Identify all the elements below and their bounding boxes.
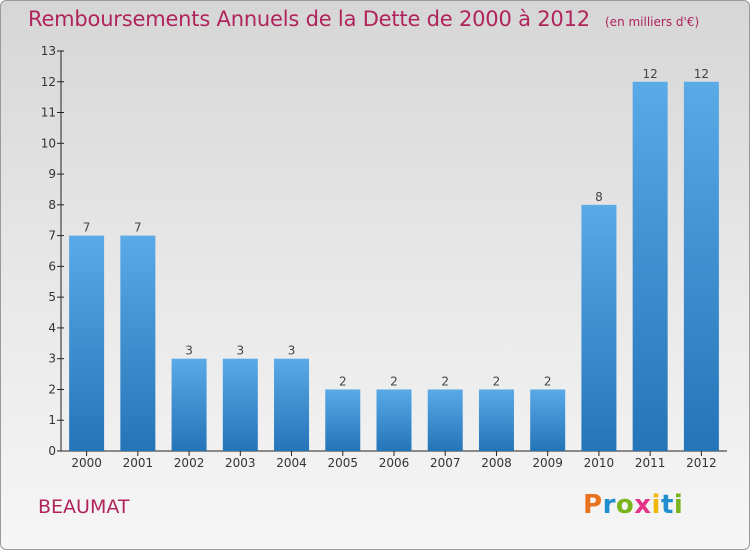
bar-2009: [530, 389, 566, 451]
bar-2000: [69, 235, 105, 451]
x-tick-label: 2011: [635, 456, 666, 470]
x-tick-label: 2004: [276, 456, 307, 470]
y-tick-label: 10: [41, 136, 56, 150]
chart-title: Remboursements Annuels de la Dette de 20…: [28, 7, 590, 31]
x-tick-label: 2000: [71, 456, 102, 470]
y-tick-label: 9: [48, 167, 56, 181]
bar-2008: [478, 389, 514, 451]
y-tick-label: 12: [41, 75, 56, 89]
x-tick-label: 2002: [174, 456, 205, 470]
x-tick-label: 2005: [327, 456, 358, 470]
data-label: 2: [441, 374, 449, 388]
y-tick-label: 0: [48, 444, 56, 458]
bars: [69, 81, 719, 452]
proxiti-logo: Proxiti: [583, 490, 683, 520]
y-tick-label: 4: [48, 321, 56, 335]
bar-2006: [376, 389, 412, 451]
logo-letter: P: [583, 490, 603, 520]
bar-2002: [171, 358, 207, 451]
bar-2001: [120, 235, 156, 451]
x-tick-label: 2012: [686, 456, 717, 470]
data-label: 8: [595, 190, 603, 204]
bar-2012: [683, 81, 719, 452]
logo-letter: r: [602, 490, 616, 520]
data-label: 2: [544, 374, 552, 388]
logo-letter: i: [651, 490, 661, 520]
bar-2010: [581, 204, 617, 451]
data-label: 2: [390, 374, 398, 388]
data-label: 2: [493, 374, 501, 388]
data-label: 7: [83, 221, 91, 235]
y-tick-label: 3: [48, 352, 56, 366]
data-label: 3: [288, 344, 296, 358]
data-label: 12: [643, 67, 658, 81]
data-labels: 7 7 3 3 3 2 2 2 2 2 8 12 12: [83, 67, 709, 389]
x-tick-label: 2009: [532, 456, 563, 470]
x-tick-label: 2008: [481, 456, 512, 470]
x-tick-label: 2007: [430, 456, 461, 470]
bar-2007: [427, 389, 463, 451]
chart-subtitle: (en milliers d'€): [605, 15, 700, 29]
y-tick-label: 13: [41, 44, 56, 58]
commune-label: BEAUMAT: [38, 496, 130, 518]
x-tick-label: 2010: [584, 456, 615, 470]
y-tick-label: 6: [48, 259, 56, 273]
bar-2004: [274, 358, 310, 451]
y-tick-label: 8: [48, 198, 56, 212]
bar-2011: [632, 81, 668, 452]
data-label: 12: [694, 67, 709, 81]
y-tick-label: 5: [48, 290, 56, 304]
data-label: 7: [134, 221, 142, 235]
bar-2003: [222, 358, 258, 451]
logo-letter: t: [660, 490, 674, 520]
y-tick-label: 7: [48, 229, 56, 243]
logo-letter: i: [673, 490, 684, 520]
logo-letter: o: [615, 490, 635, 520]
data-label: 3: [236, 344, 244, 358]
data-label: 3: [185, 344, 193, 358]
title-row: Remboursements Annuels de la Dette de 20…: [28, 7, 699, 31]
x-tick-label: 2006: [379, 456, 410, 470]
y-tick-label: 2: [48, 382, 56, 396]
x-tick-label: 2003: [225, 456, 256, 470]
y-tick-label: 1: [48, 413, 56, 427]
logo-letter: x: [634, 490, 652, 520]
bar-2005: [325, 389, 361, 451]
data-label: 2: [339, 374, 347, 388]
y-tick-label: 11: [41, 106, 56, 120]
x-tick-label: 2001: [123, 456, 154, 470]
